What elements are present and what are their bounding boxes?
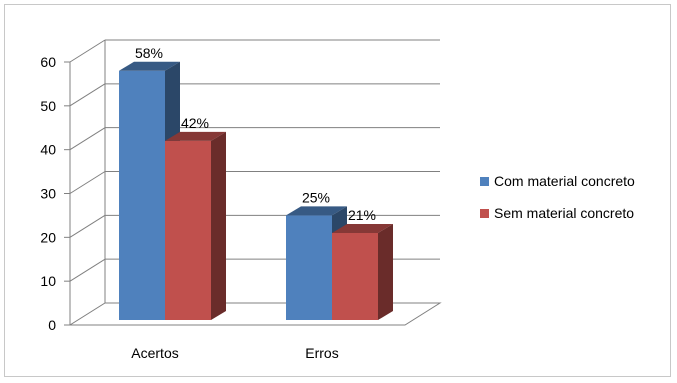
bar-side xyxy=(211,131,226,320)
bar-front xyxy=(286,215,332,320)
y-tick-label: 0 xyxy=(48,317,56,333)
gridline-side xyxy=(69,127,106,151)
bar-top xyxy=(332,223,393,233)
data-label: 21% xyxy=(348,207,376,223)
bar xyxy=(332,223,393,320)
bar-side xyxy=(378,223,393,320)
data-label: 42% xyxy=(181,115,209,131)
gridline-side xyxy=(69,83,106,107)
category-label: Erros xyxy=(305,345,338,361)
bar-top xyxy=(119,61,180,71)
y-axis-tick-labels: 0 10 20 30 40 50 60 xyxy=(40,54,56,333)
legend-entry-label: Com material concreto xyxy=(494,173,635,189)
x-axis-category-labels: Acertos Erros xyxy=(131,345,338,361)
data-labels: 58% 42% 25% 21% xyxy=(135,45,376,223)
gridline-side xyxy=(69,214,106,238)
legend-swatch xyxy=(480,177,489,186)
gridline-side xyxy=(69,39,106,63)
y-tick-label: 20 xyxy=(40,229,56,245)
legend-entry-label: Sem material concreto xyxy=(494,205,634,221)
chart-floor xyxy=(68,302,442,326)
y-tick-label: 10 xyxy=(40,273,56,289)
bar-top xyxy=(165,131,226,141)
y-tick-label: 40 xyxy=(40,142,56,158)
bar-front xyxy=(332,232,378,320)
bars xyxy=(119,61,393,321)
bar xyxy=(165,131,226,320)
bar-front xyxy=(165,140,211,320)
y-tick-label: 50 xyxy=(40,98,56,114)
bar-top xyxy=(286,206,347,216)
gridline-side xyxy=(69,171,106,194)
gridline-side xyxy=(69,258,106,282)
y-tick-label: 30 xyxy=(40,186,56,202)
data-label: 58% xyxy=(135,45,163,61)
category-label: Acertos xyxy=(131,345,178,361)
bar-front xyxy=(119,70,165,321)
legend-swatch xyxy=(480,209,489,218)
y-tick-label: 60 xyxy=(40,54,56,70)
data-label: 25% xyxy=(302,189,330,205)
legend: Com material concreto Sem material concre… xyxy=(480,173,635,221)
